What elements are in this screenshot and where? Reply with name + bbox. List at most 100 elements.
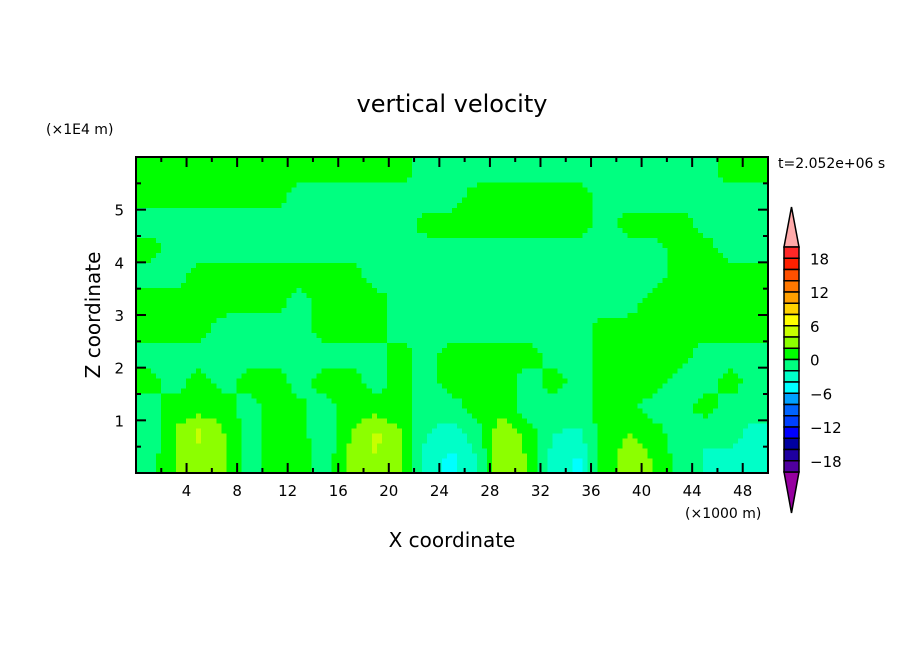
contour-cell bbox=[206, 397, 212, 404]
contour-cell bbox=[582, 282, 589, 289]
contour-cell bbox=[136, 397, 142, 404]
contour-cell bbox=[141, 397, 147, 404]
contour-cell bbox=[281, 452, 288, 459]
contour-cell bbox=[191, 442, 197, 449]
contour-cell bbox=[376, 467, 383, 474]
contour-cell bbox=[657, 307, 664, 314]
contour-cell bbox=[211, 282, 217, 289]
contour-cell bbox=[582, 312, 589, 319]
contour-cell bbox=[191, 397, 197, 404]
contour-cell bbox=[467, 332, 473, 339]
contour-cell bbox=[632, 407, 639, 414]
contour-cell bbox=[231, 392, 237, 399]
contour-cell bbox=[276, 412, 283, 419]
contour-cell bbox=[226, 382, 232, 389]
contour-cell bbox=[316, 357, 323, 364]
contour-cell bbox=[191, 437, 197, 444]
contour-cell bbox=[281, 412, 288, 419]
contour-cell bbox=[657, 372, 664, 379]
contour-cell bbox=[697, 302, 704, 309]
contour-cell bbox=[376, 457, 383, 464]
contour-cell bbox=[572, 392, 578, 399]
contour-cell bbox=[637, 382, 644, 389]
contour-cell bbox=[547, 417, 553, 424]
contour-cell bbox=[271, 292, 278, 299]
contour-cell bbox=[381, 312, 388, 319]
contour-cell bbox=[502, 402, 508, 409]
contour-cell bbox=[707, 447, 714, 454]
contour-cell bbox=[742, 402, 749, 409]
contour-cell bbox=[326, 457, 333, 464]
contour-cell bbox=[547, 312, 553, 319]
contour-cell bbox=[331, 342, 338, 349]
contour-cell bbox=[281, 282, 288, 289]
contour-cell bbox=[557, 372, 563, 379]
contour-cell bbox=[446, 317, 453, 324]
contour-cell bbox=[522, 412, 528, 419]
contour-cell bbox=[647, 322, 654, 329]
contour-cell bbox=[717, 372, 724, 379]
contour-cell bbox=[467, 407, 473, 414]
contour-cell bbox=[336, 457, 343, 464]
contour-cell bbox=[672, 392, 679, 399]
contour-cell bbox=[552, 447, 558, 454]
contour-cell bbox=[401, 447, 408, 454]
contour-cell bbox=[497, 397, 503, 404]
contour-cell bbox=[396, 347, 403, 354]
contour-cell bbox=[241, 452, 247, 459]
contour-cell bbox=[577, 317, 584, 324]
contour-cell bbox=[557, 322, 563, 329]
contour-cell bbox=[702, 367, 709, 374]
contour-cell bbox=[216, 287, 222, 294]
contour-cell bbox=[572, 327, 578, 334]
contour-cell bbox=[617, 407, 624, 414]
contour-cell bbox=[401, 422, 408, 429]
contour-cell bbox=[201, 387, 207, 394]
contour-cell bbox=[271, 377, 278, 384]
contour-cell bbox=[687, 352, 694, 359]
contour-cell bbox=[196, 387, 202, 394]
contour-cell bbox=[627, 377, 634, 384]
contour-cell bbox=[637, 367, 644, 374]
contour-cell bbox=[431, 332, 438, 339]
contour-cell bbox=[271, 387, 278, 394]
contour-cell bbox=[231, 322, 237, 329]
contour-cell bbox=[311, 412, 318, 419]
contour-cell bbox=[462, 412, 468, 419]
contour-cell bbox=[482, 297, 488, 304]
contour-cell bbox=[336, 317, 343, 324]
contour-cell bbox=[452, 282, 458, 289]
contour-cell bbox=[371, 352, 378, 359]
contour-cell bbox=[742, 337, 749, 344]
contour-cell bbox=[547, 282, 553, 289]
contour-cell bbox=[632, 442, 639, 449]
contour-cell bbox=[622, 382, 629, 389]
contour-cell bbox=[707, 337, 714, 344]
contour-cell bbox=[537, 407, 543, 414]
contour-cell bbox=[226, 447, 232, 454]
contour-cell bbox=[457, 387, 463, 394]
contour-cell bbox=[677, 392, 684, 399]
contour-cell bbox=[286, 287, 293, 294]
contour-cell bbox=[652, 432, 659, 439]
contour-cell bbox=[737, 402, 744, 409]
contour-cell bbox=[446, 432, 453, 439]
contour-cell bbox=[311, 447, 318, 454]
contour-cell bbox=[477, 362, 483, 369]
contour-cell bbox=[386, 402, 393, 409]
contour-cell bbox=[482, 442, 488, 449]
contour-cell bbox=[752, 412, 759, 419]
contour-cell bbox=[567, 367, 573, 374]
contour-cell bbox=[682, 337, 689, 344]
contour-cell bbox=[552, 302, 558, 309]
contour-cell bbox=[747, 367, 754, 374]
contour-cell bbox=[211, 417, 217, 424]
contour-cell bbox=[366, 312, 373, 319]
contour-cell bbox=[416, 357, 423, 364]
contour-cell bbox=[662, 282, 669, 289]
contour-cell bbox=[717, 307, 724, 314]
contour-cell bbox=[612, 342, 619, 349]
contour-cell bbox=[542, 327, 548, 334]
contour-cell bbox=[306, 327, 313, 334]
contour-cell bbox=[547, 402, 553, 409]
